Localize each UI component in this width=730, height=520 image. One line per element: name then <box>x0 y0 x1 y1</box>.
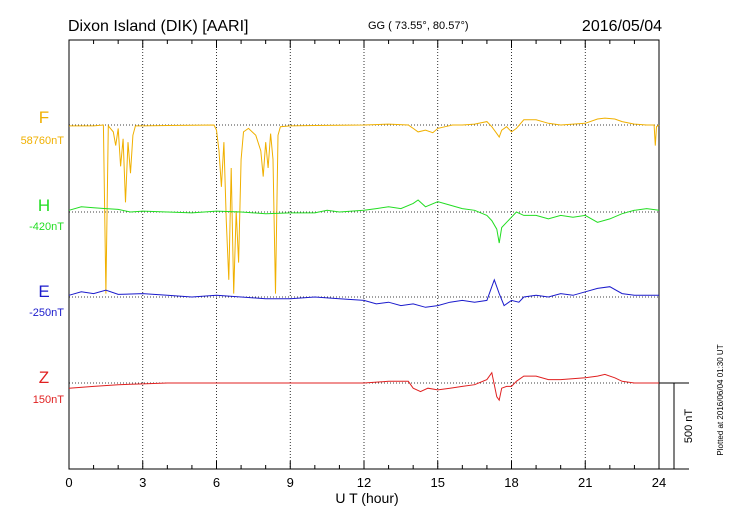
x-axis-ticks <box>68 40 660 469</box>
x-tick-label: 0 <box>65 475 72 490</box>
series-baseline-label: -420nT <box>29 221 64 233</box>
series-baseline-label: 150nT <box>33 394 64 406</box>
x-tick-label: 9 <box>287 475 294 490</box>
station-coords: GG ( 73.55°, 80.57°) <box>368 20 469 32</box>
series-line-z <box>68 371 659 402</box>
plotted-at-note: Plotted at 2016/06/04 01:30 UT <box>716 344 725 455</box>
series-baseline-label: -250nT <box>29 307 64 319</box>
x-tick-label: 18 <box>504 475 518 490</box>
series-line-e <box>68 278 659 308</box>
x-axis-label: U T (hour) <box>335 490 398 506</box>
x-tick-label: 6 <box>213 475 220 490</box>
station-title: Dixon Island (DIK) [AARI] <box>68 18 249 35</box>
grid-lines <box>69 40 659 469</box>
series-name-h: H <box>38 196 50 215</box>
scale-bar-label: 500 nT <box>683 409 695 444</box>
x-tick-label: 3 <box>139 475 146 490</box>
x-axis-tick-labels: 0 3 6 9 12 15 18 21 24 <box>65 475 666 490</box>
series-line-h <box>68 199 660 244</box>
scale-bar: 500 nT <box>659 382 695 470</box>
series-baseline-label: 58760nT <box>21 135 65 147</box>
series-name-f: F <box>39 108 49 127</box>
series-labels: F 58760nT H -420nT E -250nT Z 150nT <box>21 108 65 406</box>
series-line-f <box>69 117 660 294</box>
date-label: 2016/05/04 <box>582 18 662 35</box>
series-name-e: E <box>38 282 49 301</box>
x-tick-label: 12 <box>357 475 371 490</box>
x-tick-label: 24 <box>652 475 666 490</box>
series-name-z: Z <box>39 368 49 387</box>
x-tick-label: 15 <box>431 475 445 490</box>
plot-frame <box>68 39 660 470</box>
series-layer <box>68 117 660 402</box>
x-tick-label: 21 <box>578 475 592 490</box>
